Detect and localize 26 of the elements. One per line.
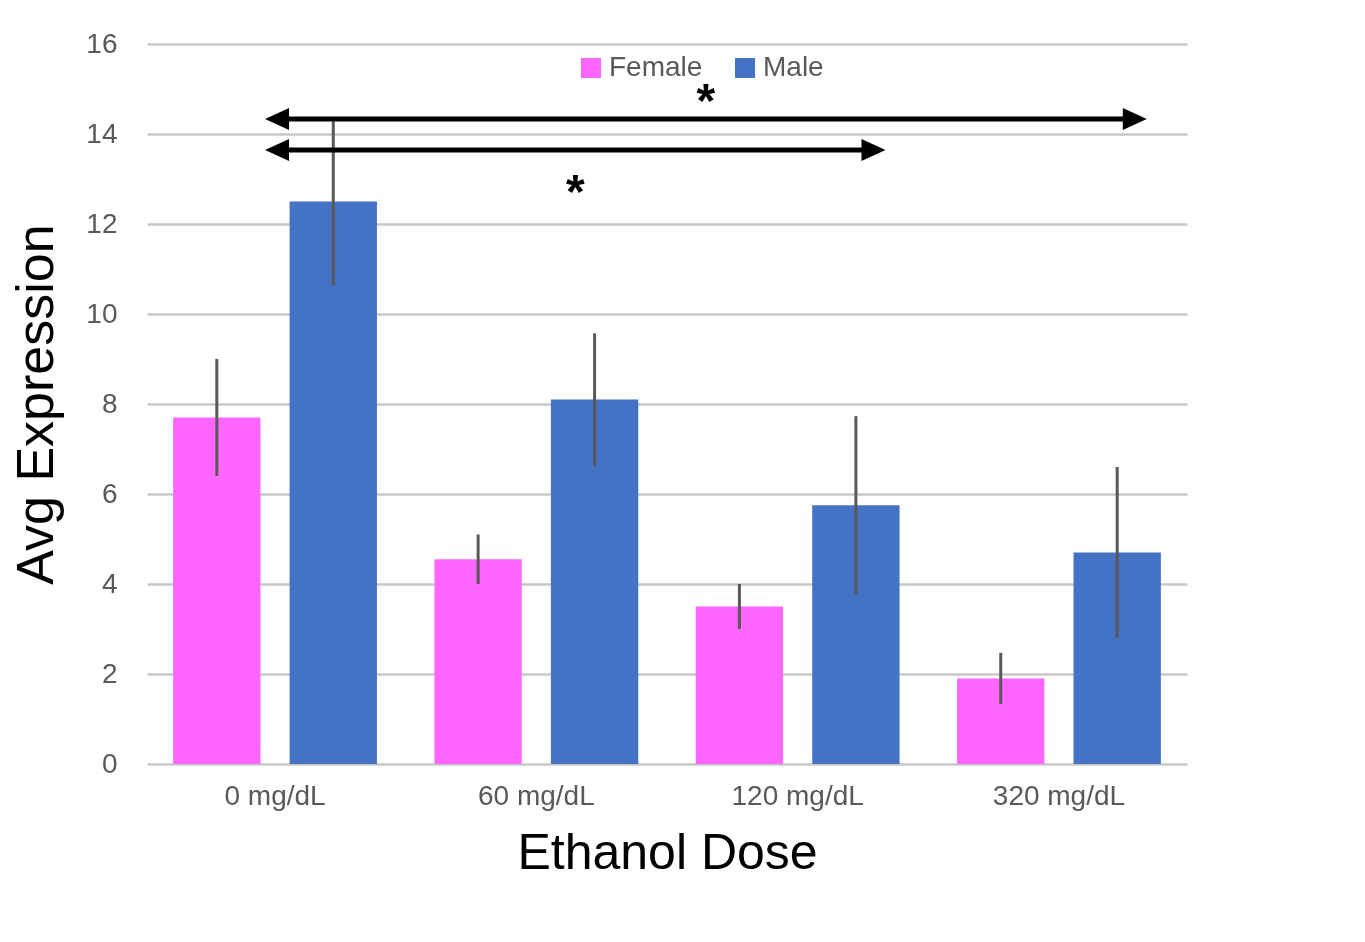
x-axis-title: Ethanol Dose	[517, 823, 818, 880]
x-tick-label: 120 mg/dL	[731, 779, 864, 811]
y-tick-label: 0	[101, 747, 118, 779]
bar	[1073, 552, 1161, 764]
x-tick-label: 60 mg/dL	[477, 779, 595, 811]
legend-label: Female	[609, 51, 703, 82]
y-tick-label: 6	[101, 477, 118, 509]
bar	[957, 678, 1045, 764]
bar	[173, 417, 261, 764]
bar	[289, 201, 377, 764]
y-tick-label: 8	[101, 387, 118, 419]
x-tick-label: 0 mg/dL	[224, 779, 326, 811]
y-tick-label: 2	[101, 657, 118, 689]
y-tick-label: 16	[86, 27, 118, 59]
bar	[812, 505, 900, 764]
y-tick-label: 12	[86, 207, 118, 239]
y-tick-label: 14	[86, 117, 118, 149]
bar	[550, 399, 639, 764]
annotation: *	[565, 165, 585, 218]
y-tick-label: 10	[86, 297, 118, 329]
y-tick-label: 4	[101, 567, 118, 599]
x-tick-label: 320 mg/dL	[992, 779, 1126, 811]
bar	[434, 559, 522, 764]
legend-label: Male	[763, 51, 824, 82]
y-axis-title: Avg Expression	[6, 224, 65, 585]
bar	[695, 606, 784, 764]
